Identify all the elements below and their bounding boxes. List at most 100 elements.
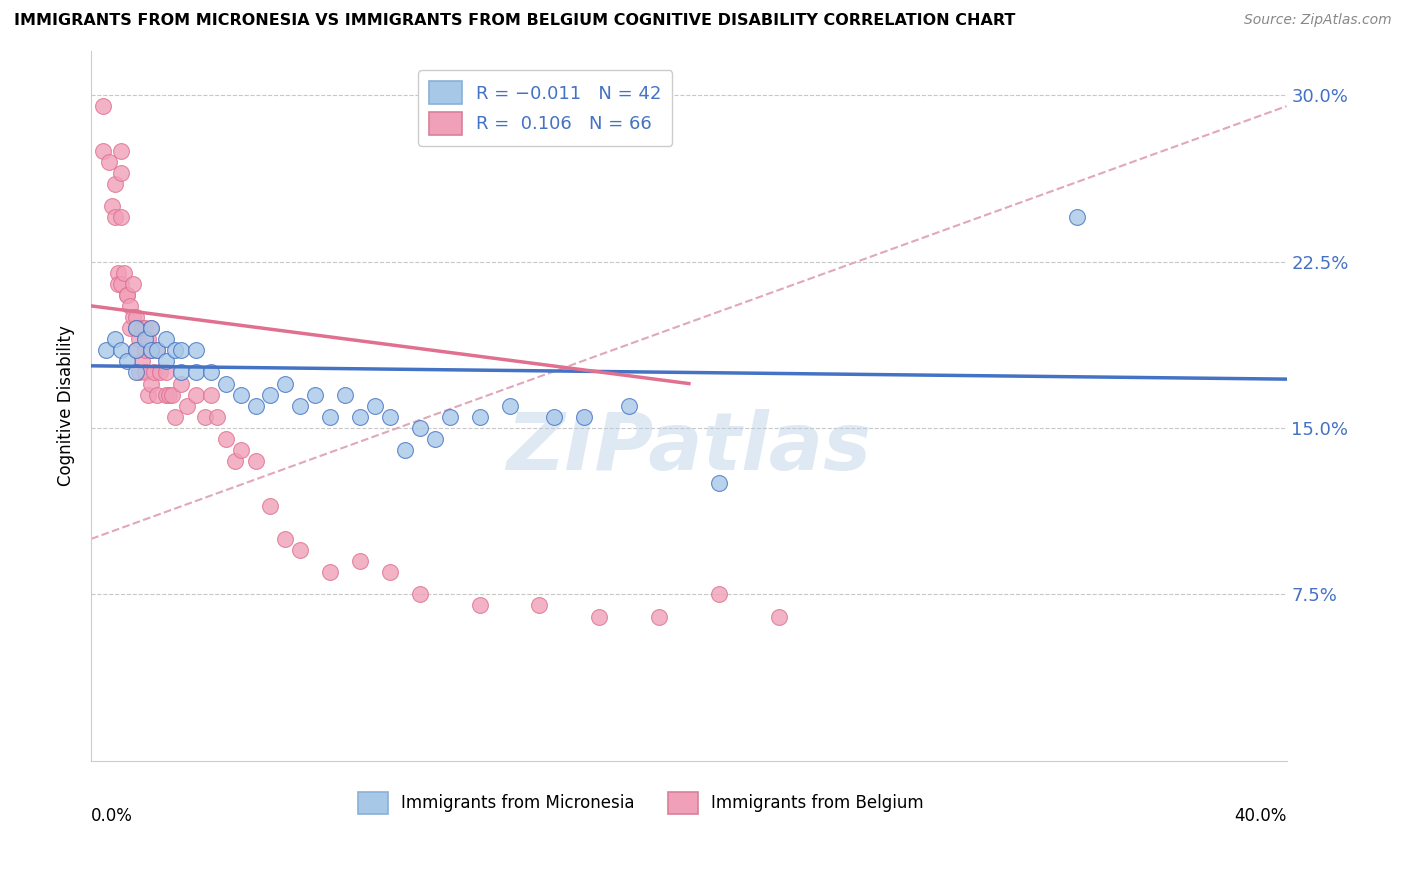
Point: [122, 310, 145, 324]
Text: 40.0%: 40.0%: [1234, 807, 1286, 825]
Point: [304, 387, 326, 401]
Point: [91, 144, 114, 158]
Point: [335, 387, 357, 401]
Point: [107, 266, 129, 280]
Point: [155, 354, 177, 368]
Point: [125, 366, 148, 380]
Point: [229, 387, 252, 401]
Point: [200, 366, 222, 380]
Point: [139, 343, 162, 358]
Point: [125, 321, 148, 335]
Point: [170, 366, 193, 380]
Point: [134, 366, 156, 380]
Point: [139, 321, 162, 335]
Point: [104, 177, 127, 191]
Point: [112, 266, 135, 280]
Point: [139, 376, 162, 391]
Point: [146, 343, 169, 358]
Point: [136, 332, 159, 346]
Point: [200, 387, 222, 401]
Point: [157, 387, 180, 401]
Point: [134, 343, 156, 358]
Point: [134, 332, 156, 346]
Point: [118, 321, 141, 335]
Point: [110, 277, 132, 291]
Point: [468, 599, 491, 613]
Point: [115, 354, 138, 368]
Text: IMMIGRANTS FROM MICRONESIA VS IMMIGRANTS FROM BELGIUM COGNITIVE DISABILITY CORRE: IMMIGRANTS FROM MICRONESIA VS IMMIGRANTS…: [14, 13, 1015, 29]
Point: [229, 443, 252, 458]
Point: [409, 421, 432, 435]
Point: [378, 409, 401, 424]
Point: [194, 409, 217, 424]
Point: [529, 599, 551, 613]
Point: [98, 154, 121, 169]
Point: [245, 399, 267, 413]
Point: [163, 409, 186, 424]
Point: [149, 366, 172, 380]
Point: [128, 332, 150, 346]
Point: [409, 587, 432, 601]
Point: [128, 366, 150, 380]
Point: [394, 443, 416, 458]
Point: [214, 432, 236, 446]
Point: [110, 166, 132, 180]
Point: [134, 321, 156, 335]
Point: [155, 366, 177, 380]
Point: [224, 454, 246, 468]
Point: [125, 343, 148, 358]
Point: [125, 310, 148, 324]
Point: [176, 399, 198, 413]
Point: [319, 565, 342, 579]
Point: [101, 199, 124, 213]
Point: [122, 277, 145, 291]
Point: [707, 476, 730, 491]
Point: [290, 543, 312, 558]
Point: [131, 321, 153, 335]
Point: [139, 321, 162, 335]
Point: [245, 454, 267, 468]
Point: [349, 554, 371, 568]
Point: [205, 409, 228, 424]
Legend: Immigrants from Micronesia, Immigrants from Belgium: Immigrants from Micronesia, Immigrants f…: [349, 782, 934, 823]
Point: [214, 376, 236, 391]
Point: [184, 366, 207, 380]
Point: [274, 376, 297, 391]
Text: Source: ZipAtlas.com: Source: ZipAtlas.com: [1244, 13, 1392, 28]
Point: [104, 210, 127, 224]
Point: [91, 99, 114, 113]
Point: [142, 366, 165, 380]
Point: [125, 321, 148, 335]
Point: [139, 343, 162, 358]
Y-axis label: Cognitive Disability: Cognitive Disability: [58, 326, 75, 486]
Point: [115, 287, 138, 301]
Text: ZIPatlas: ZIPatlas: [506, 409, 872, 487]
Point: [170, 376, 193, 391]
Point: [259, 387, 281, 401]
Point: [155, 332, 177, 346]
Point: [439, 409, 461, 424]
Point: [107, 277, 129, 291]
Text: 0.0%: 0.0%: [91, 807, 134, 825]
Point: [648, 609, 671, 624]
Point: [110, 343, 132, 358]
Point: [184, 343, 207, 358]
Point: [617, 399, 640, 413]
Point: [319, 409, 342, 424]
Point: [378, 565, 401, 579]
Point: [423, 432, 446, 446]
Point: [349, 409, 371, 424]
Point: [155, 387, 177, 401]
Point: [588, 609, 610, 624]
Point: [184, 387, 207, 401]
Point: [364, 399, 387, 413]
Point: [163, 343, 186, 358]
Point: [118, 299, 141, 313]
Point: [146, 387, 169, 401]
Point: [110, 144, 132, 158]
Point: [468, 409, 491, 424]
Point: [574, 409, 596, 424]
Point: [115, 287, 138, 301]
Point: [543, 409, 565, 424]
Point: [110, 210, 132, 224]
